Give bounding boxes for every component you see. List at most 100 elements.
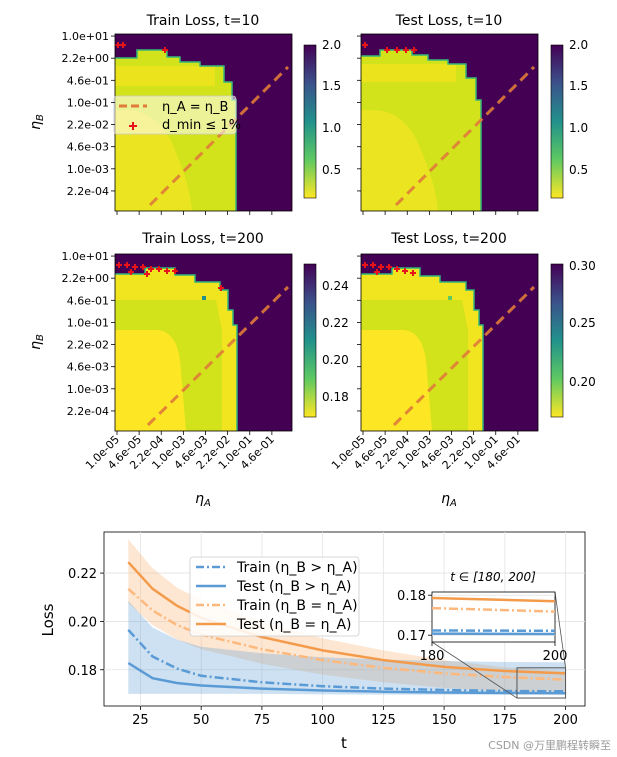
y-axis-label: ηB: [28, 114, 46, 130]
legend-box: [189, 556, 360, 637]
dmin-marker: [378, 264, 384, 270]
eta-equal-line: [146, 285, 290, 427]
dmin-marker: [140, 264, 146, 270]
dmin-marker: [128, 269, 134, 275]
colorbar: [550, 44, 564, 199]
y-tick-label: 2.2e-02: [67, 119, 109, 132]
y-tick-label: 1.0e-03: [67, 383, 109, 396]
inset-ticks: 0.18 0.17 180 200: [397, 589, 567, 664]
y-tick-label: 1.0e-01: [67, 96, 109, 109]
series-lines: [127, 561, 566, 695]
legend-label: Test (η_B > η_A): [236, 579, 352, 595]
cbar-tick-label: 1.0: [569, 121, 588, 135]
dmin-marker: [156, 266, 162, 272]
x-tick-label: 75: [254, 713, 271, 728]
dmin-marker: [116, 262, 122, 268]
legend-label: Train (η_B > η_A): [236, 560, 358, 576]
dmin-marker: [132, 264, 138, 270]
edge-band: [361, 268, 483, 431]
y-tick-label: 2.2e+00: [62, 52, 109, 65]
band-orange: [128, 539, 566, 695]
cbar-tick-label: 0.5: [569, 163, 588, 177]
inset-title: t ∈ [180, 200]: [450, 570, 536, 584]
cbar-tick-label: 0.18: [322, 390, 349, 404]
legend-label: Train (η_B = η_A): [236, 598, 358, 614]
dark-well: [361, 330, 432, 431]
plot-frame: [360, 33, 539, 212]
dmin-marker: [410, 270, 416, 276]
edge-contour: [361, 49, 482, 211]
dmin-marker: [384, 47, 390, 53]
colorbar-ticks: 0.30 0.25 0.20: [569, 259, 596, 389]
cbar-tick-label: 1.5: [569, 79, 588, 93]
cbar-tick-label: 0.5: [322, 163, 341, 177]
inset-series-line: [432, 606, 555, 613]
x-tick-label: 175: [492, 713, 517, 728]
panel-title: Train Loss, t=10: [146, 13, 260, 29]
eta-equal-line: [394, 65, 536, 207]
axes-ticks: 25 50 75 100 125 150 175 200 0.18 0.20 0.22: [68, 567, 578, 728]
x-tick-label: 200: [553, 713, 578, 728]
loss-line-chart: 25 50 75 100 125 150 175 200 0.18 0.20 0.22 t Loss…: [39, 531, 586, 752]
teal-spot: [448, 296, 452, 300]
plot-frame: [114, 253, 293, 432]
dmin-markers: [362, 262, 416, 276]
series-line: [127, 661, 566, 695]
panel-title: Train Loss, t=200: [141, 231, 264, 247]
y-tick-label: 1.0e-01: [67, 316, 109, 329]
dark-well: [115, 330, 186, 431]
dmin-marker: [362, 262, 368, 268]
plot-frame: [360, 253, 539, 432]
y-tick-label: 0.18: [68, 664, 97, 679]
y-tick-label: 2.2e-02: [67, 339, 109, 352]
legend-label: Test (η_B = η_A): [236, 617, 352, 633]
edge-contour: [115, 49, 237, 211]
series-line: [127, 629, 566, 693]
bright-band: [361, 64, 456, 82]
cbar-tick-label: 2.0: [322, 38, 341, 52]
inset-x-tick-label: 180: [420, 649, 445, 664]
edge-band: [115, 268, 237, 431]
cbar-tick-label: 1.5: [322, 79, 341, 93]
dark-well: [361, 110, 438, 211]
dmin-marker: [124, 262, 130, 268]
line-legend: Train (η_B > η_A) Test (η_B > η_A) Train…: [189, 556, 360, 637]
dmin-marker: [120, 42, 126, 48]
dmin-marker: [411, 47, 417, 53]
cbar-tick-label: 0.25: [569, 316, 596, 330]
inset-lines: [432, 596, 555, 636]
y-tick-label: 4.6e-01: [67, 294, 109, 307]
series-line: [127, 561, 566, 675]
cbar-tick-label: 0.22: [322, 316, 349, 330]
y-tick-label: 1.0e+01: [62, 250, 109, 263]
dark-well: [115, 110, 192, 211]
cbar-tick-label: 0.20: [569, 375, 596, 389]
legend-label-equal: η_A = η_B: [162, 100, 228, 115]
y-tick-label: 0.22: [68, 567, 97, 582]
zoom-region: [516, 667, 567, 699]
y-tick-label: 1.0e-03: [67, 163, 109, 176]
heatmap-train-t10: Train Loss, t=10 η_A = η_B d_min ≤ 1% 2.…: [28, 13, 341, 212]
colorbar: [303, 263, 317, 418]
x-tick-label: 25: [132, 713, 149, 728]
panel-title: Test Loss, t=10: [395, 13, 503, 29]
eta-equal-line: [392, 285, 536, 427]
dmin-marker: [402, 268, 408, 274]
inset-gridlines: [432, 594, 555, 636]
dmin-marker: [164, 268, 170, 274]
dmin-marker: [144, 271, 150, 277]
dmin-marker: [172, 268, 178, 274]
cbar-tick-label: 1.0: [322, 121, 341, 135]
x-axis-label: ηA: [195, 491, 211, 509]
panel-title: Test Loss, t=200: [390, 231, 507, 247]
bright-band: [115, 66, 215, 86]
heatmap-test-t200: Test Loss, t=200 0.30 0.25 0.20 ηA: [360, 231, 596, 509]
legend-label-dmin: d_min ≤ 1%: [162, 118, 241, 133]
colorbar-ticks: 0.24 0.22 0.20 0.18: [322, 279, 349, 404]
x-axis-label: t: [341, 734, 347, 752]
inset-y-tick-label: 0.18: [397, 589, 426, 604]
colorbar-ticks: 2.0 1.5 1.0 0.5: [322, 38, 341, 177]
edge-contour: [361, 267, 484, 431]
inset-chart: t ∈ [180, 200] 0.18 0.17 180 200: [397, 570, 567, 664]
